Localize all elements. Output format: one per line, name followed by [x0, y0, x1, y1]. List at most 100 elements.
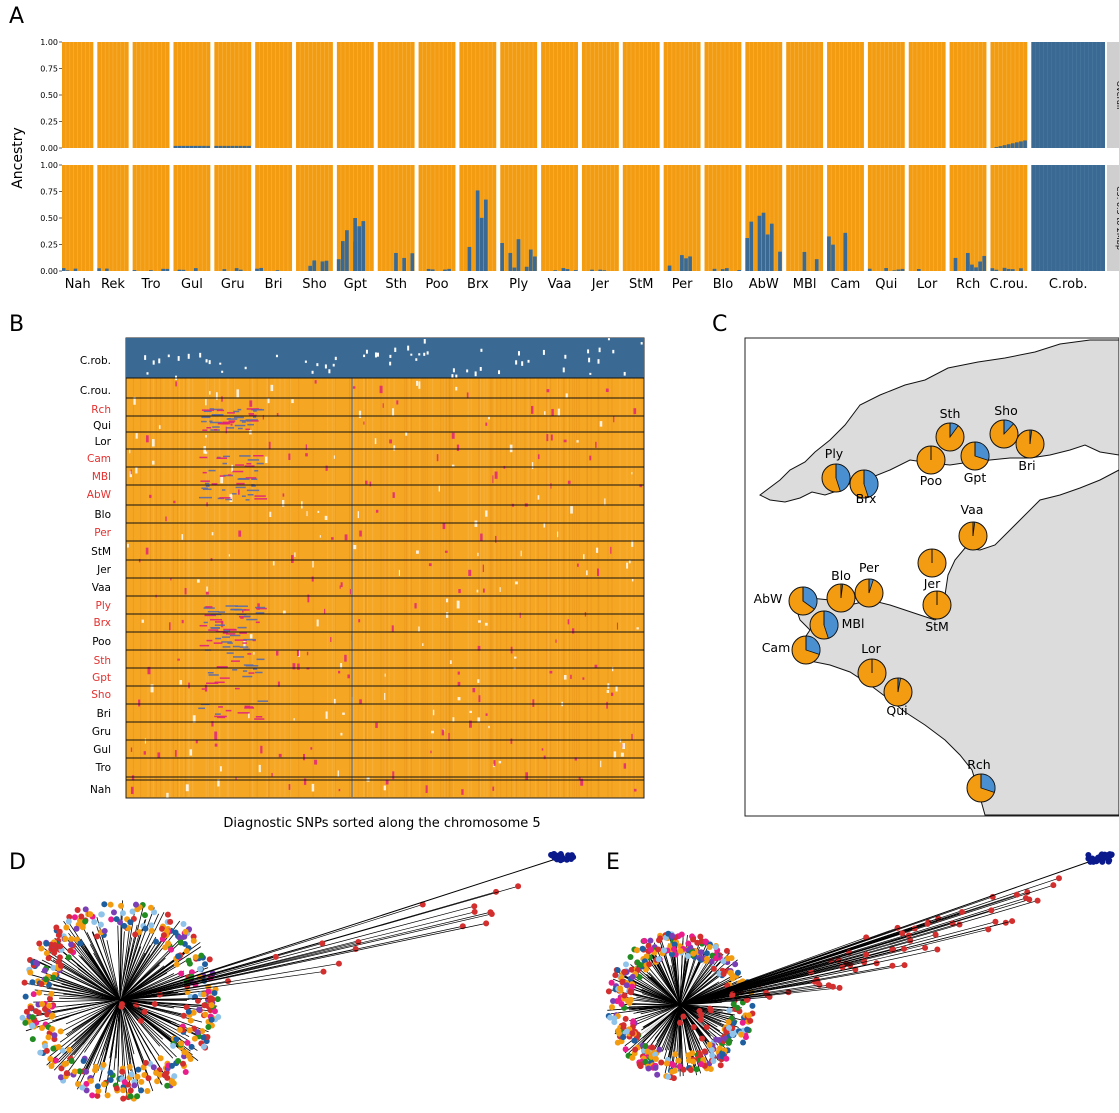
network-edge — [119, 905, 475, 1001]
network-node — [612, 972, 619, 979]
network-node — [335, 960, 342, 967]
network-node — [181, 1049, 188, 1056]
network-node — [200, 1034, 207, 1041]
snp-cell — [532, 699, 535, 707]
site-label: Poo — [920, 473, 942, 488]
snp-cell — [580, 778, 584, 786]
snp-cell — [379, 385, 383, 394]
network-node — [51, 949, 58, 956]
ancestry-bar — [720, 269, 725, 271]
network-edge — [679, 983, 718, 1006]
introgression-cell — [223, 455, 230, 458]
population-block — [296, 42, 333, 148]
network-node — [46, 981, 53, 988]
network-edge — [679, 995, 733, 1006]
facet-strip — [1107, 165, 1119, 271]
ancestry-bar — [737, 270, 741, 271]
ancestry-bar — [761, 212, 766, 271]
heatmap-row-label: Per — [94, 527, 111, 539]
ancestry-bar — [336, 259, 341, 271]
network-edge — [653, 942, 681, 1006]
network-edge — [679, 957, 716, 1006]
snp-cell — [133, 396, 136, 405]
introgression-cell — [253, 409, 265, 411]
ancestry-bar — [467, 246, 472, 271]
population-block — [132, 165, 170, 271]
introgression-cell — [202, 429, 208, 431]
network-node — [558, 853, 565, 860]
introgression-cell — [244, 705, 250, 708]
snp-cell — [613, 751, 617, 759]
introgression-cell — [222, 462, 227, 465]
network-node — [38, 945, 45, 952]
network-node — [141, 1008, 148, 1015]
snp-cell — [600, 760, 602, 768]
snp-cell — [325, 711, 328, 719]
introgression-cell — [248, 672, 255, 674]
introgression-cell — [241, 495, 246, 497]
snp-cell — [466, 369, 469, 373]
snp-cell — [338, 788, 341, 792]
introgression-cell — [216, 456, 221, 459]
network-node — [924, 920, 931, 927]
network-node — [80, 1058, 87, 1065]
snp-cell — [476, 589, 479, 593]
network-node — [671, 1067, 678, 1074]
introgression-cell — [255, 716, 263, 718]
ancestry-bar — [193, 268, 198, 271]
snp-cell — [305, 453, 308, 457]
network-node — [57, 1028, 64, 1035]
heatmap-row-label: MBl — [92, 471, 111, 483]
network-edge — [101, 999, 121, 1066]
ancestry-bar — [757, 215, 762, 271]
network-edge — [679, 977, 735, 1006]
network-node — [608, 979, 615, 986]
network-node — [53, 924, 60, 931]
network-edge — [647, 1004, 681, 1028]
introgression-cell — [243, 664, 254, 666]
snp-cell — [446, 598, 449, 603]
network-d — [19, 851, 577, 1102]
ancestry-bar — [238, 269, 243, 271]
population-label: Gpt — [344, 277, 367, 292]
network-node — [1050, 882, 1057, 889]
network-node — [617, 985, 624, 992]
network-edge — [119, 999, 145, 1013]
snp-cell — [582, 677, 585, 680]
site-pie: Brx — [849, 469, 879, 506]
population-label: Jer — [591, 277, 610, 292]
network-node — [719, 1051, 726, 1058]
ancestry-bar — [97, 268, 101, 271]
network-node — [723, 947, 730, 954]
network-node — [190, 937, 197, 944]
heatmap-row-label: C.rob. — [80, 355, 111, 367]
network-node — [39, 1025, 46, 1032]
ancestry-bar — [1002, 267, 1007, 271]
network-edge — [51, 977, 121, 1001]
network-node — [191, 1035, 198, 1042]
snp-cell — [146, 372, 149, 375]
population-block — [418, 165, 456, 271]
pie-blue-slice — [974, 441, 990, 461]
ancestry-bar — [394, 252, 398, 271]
snp-cell — [515, 360, 518, 365]
snp-cell — [152, 360, 155, 365]
snp-cell — [359, 530, 362, 537]
snp-cell — [304, 360, 307, 363]
heatmap-row-label: Sho — [91, 689, 111, 701]
network-node — [22, 1019, 29, 1026]
snp-cell — [586, 570, 588, 576]
snp-cell — [340, 663, 343, 669]
network-node — [58, 1065, 65, 1072]
introgression-cell — [226, 633, 236, 635]
snp-cell — [610, 692, 614, 696]
introgression-cell — [199, 624, 208, 627]
network-node — [51, 1032, 58, 1039]
network-node — [206, 956, 213, 963]
snp-cell — [270, 384, 274, 392]
network-node — [94, 1092, 101, 1099]
snp-cell — [383, 785, 386, 791]
heatmap-row-label: Qui — [93, 420, 111, 432]
introgression-cell — [221, 641, 232, 643]
network-node — [663, 1060, 670, 1067]
